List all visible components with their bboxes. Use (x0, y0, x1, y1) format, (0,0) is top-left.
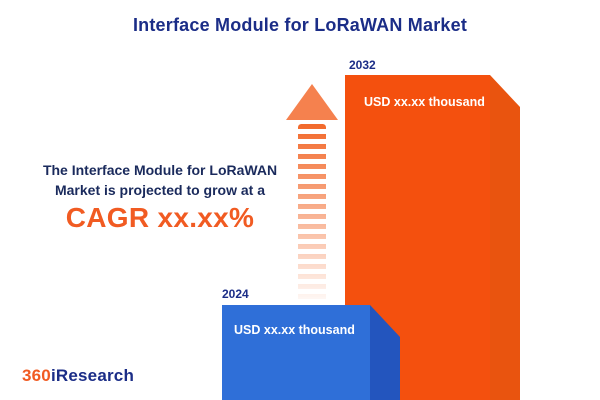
year-label-2032: 2032 (349, 58, 376, 72)
growth-arrowhead-icon (286, 84, 338, 120)
value-label-2032: USD xx.xx thousand (364, 95, 485, 109)
growth-arrow-tail-icon (298, 124, 326, 302)
page-title: Interface Module for LoRaWAN Market (132, 15, 468, 35)
description-line2: Market is projected to grow at a (54, 182, 266, 198)
bar-2032-side (490, 75, 520, 400)
year-label-2024: 2024 (222, 287, 249, 301)
bar-2024-side (370, 305, 400, 400)
logo-suffix: iResearch (50, 366, 135, 385)
cagr-text: CAGR xx.xx% (65, 202, 255, 233)
description-line1: The Interface Module for LoRaWAN (42, 162, 278, 178)
logo-prefix: 360 (22, 366, 51, 385)
value-label-2024: USD xx.xx thousand (234, 323, 355, 337)
description: The Interface Module for LoRaWAN Market … (10, 160, 310, 233)
bar-2024-front (222, 305, 370, 400)
logo: 360iResearch (22, 366, 134, 386)
